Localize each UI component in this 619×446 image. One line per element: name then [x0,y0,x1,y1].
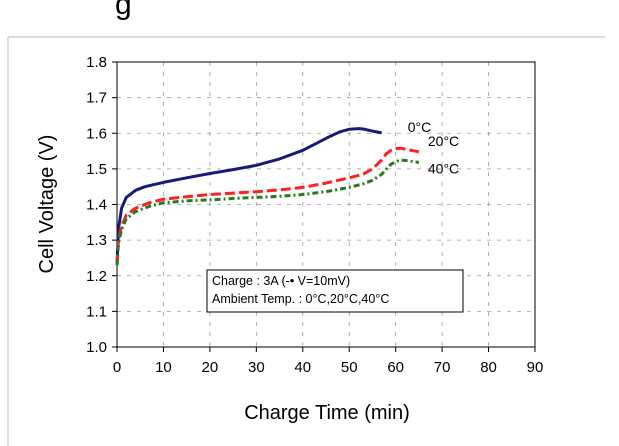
x-tick-label: 60 [387,359,404,376]
x-axis-ticks: 0 10 20 30 40 50 60 70 80 90 [113,347,544,376]
y-tick-label: 1.8 [86,54,107,71]
y-tick-label: 1.6 [86,125,107,142]
annotation-box: Charge : 3A (-• V=10mV) Ambient Temp. : … [206,269,464,313]
x-tick-label: 70 [434,359,451,376]
x-tick-label: 10 [155,359,172,376]
y-axis-title: Cell Voltage (V) [36,135,58,274]
x-tick-label: 20 [202,359,219,376]
y-tick-label: 1.1 [86,303,107,320]
heading-fragment: g [115,0,132,21]
series-line-0 [115,127,382,266]
series-line-2 [115,158,420,266]
x-axis-title: Charge Time (min) [244,402,410,424]
x-tick-label: 40 [294,359,311,376]
x-tick-label: 80 [480,359,497,376]
x-tick-label: 0 [113,359,121,376]
data-series [115,127,420,266]
y-axis-ticks: 1.0 1.1 1.2 1.3 1.4 1.5 1.6 1.7 1.8 [86,54,117,356]
y-tick-label: 1.5 [86,161,107,178]
y-tick-label: 1.3 [86,232,107,249]
x-tick-label: 90 [527,359,544,376]
annotation-line-1: Charge : 3A (-• V=10mV) [212,274,350,288]
y-tick-label: 1.7 [86,90,107,107]
series-label-40c: 40°C [428,160,459,176]
annotation-line-2: Ambient Temp. : 0°C,20°C,40°C [212,292,389,306]
y-tick-label: 1.0 [86,339,107,356]
y-tick-label: 1.4 [86,197,107,214]
y-tick-label: 1.2 [86,268,107,285]
grid-lines [117,62,535,347]
x-tick-label: 50 [341,359,358,376]
series-line-1 [115,146,420,266]
series-label-0c: 0°C [408,119,432,135]
series-label-20c: 20°C [428,133,459,149]
x-tick-label: 30 [248,359,265,376]
